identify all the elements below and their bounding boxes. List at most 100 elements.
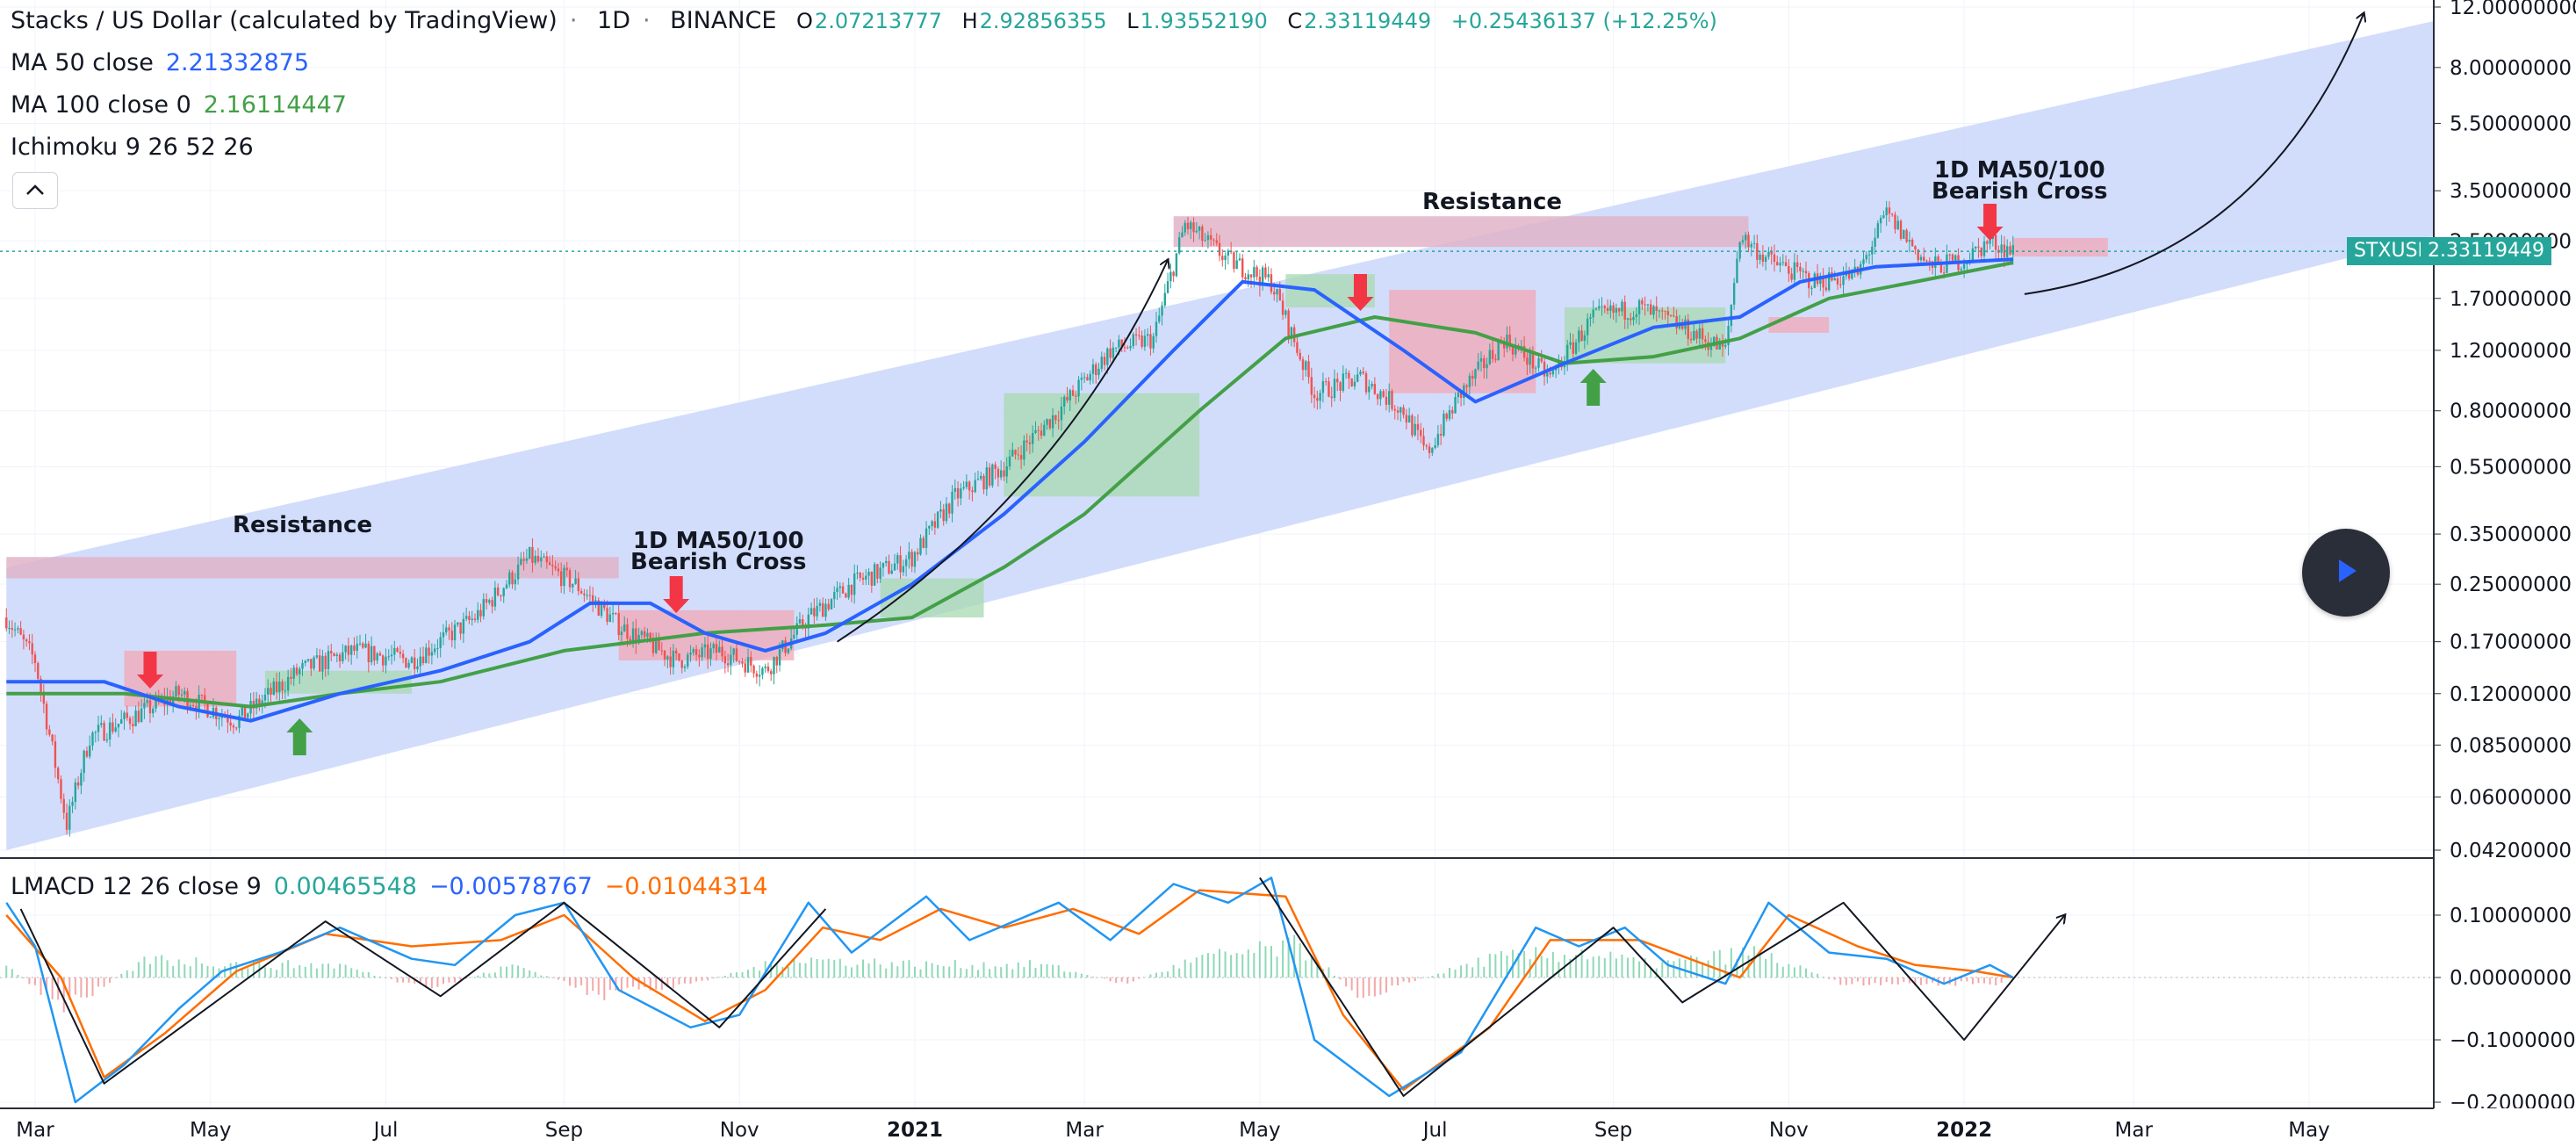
candle-body — [1003, 470, 1005, 477]
macd-histogram-bar — [534, 971, 536, 977]
candle-body — [551, 565, 554, 566]
macd-histogram-bar — [310, 963, 313, 977]
macd-histogram-bar — [482, 972, 485, 977]
macd-histogram-bar — [1494, 954, 1497, 977]
candle-body — [200, 695, 204, 696]
macd-histogram-bar — [1212, 953, 1215, 977]
candle-body — [1172, 271, 1175, 277]
candle-body — [1788, 265, 1790, 274]
ma50-legend[interactable]: MA 50 close 2.21332875 — [11, 49, 321, 76]
macd-histogram-bar — [557, 977, 559, 980]
bullish-arrow — [1579, 369, 1607, 406]
time-tick-label: Mar — [2115, 1119, 2154, 1142]
candle-body — [108, 722, 112, 739]
candle-body — [321, 655, 324, 672]
macd-histogram-bar — [540, 975, 543, 977]
candle-body — [732, 648, 735, 655]
candle-body — [468, 616, 471, 621]
price-tick-label: 0.17000000 — [2450, 631, 2572, 654]
price-tick-label: 0.55000000 — [2450, 456, 2572, 479]
candle-body — [991, 464, 994, 486]
macd-tick-label: 0.10000000 — [2450, 905, 2572, 927]
bearish-arrow — [1976, 204, 2004, 241]
macd-histogram-bar — [1925, 977, 1928, 985]
candle-body — [718, 646, 721, 653]
macd-histogram-bar — [1621, 954, 1623, 977]
macd-histogram-bar — [1138, 977, 1140, 979]
ichimoku-legend[interactable]: Ichimoku 9 26 52 26 — [11, 133, 266, 161]
price-tick-label: 0.12000000 — [2450, 683, 2572, 706]
macd-histogram-bar — [1305, 960, 1307, 977]
candle-body — [1075, 395, 1077, 397]
candle-body — [821, 602, 824, 617]
candle-body — [48, 729, 51, 735]
macd-trend-zigzag — [1259, 876, 2065, 1097]
price-tick-label: 5.50000000 — [2450, 112, 2572, 135]
candle-body — [723, 656, 727, 664]
candle-body — [105, 739, 109, 741]
candle-body — [689, 653, 692, 655]
candle-body — [1658, 310, 1661, 312]
resistance-zone — [1173, 216, 1749, 248]
price-scale-bg — [2434, 0, 2576, 1147]
interval[interactable]: 1D — [597, 7, 630, 34]
candle-body — [203, 695, 206, 704]
candle-body — [445, 627, 448, 633]
macd-histogram-bar — [367, 971, 370, 977]
open-value: 2.07213777 — [814, 9, 942, 33]
price-tick-label: 0.35000000 — [2450, 523, 2572, 546]
macd-histogram-bar — [1057, 965, 1060, 977]
time-tick-label: 2021 — [887, 1119, 943, 1142]
macd-histogram-bar — [373, 975, 376, 977]
symbol-title[interactable]: Stacks / US Dollar (calculated by Tradin… — [11, 7, 558, 34]
play-button[interactable] — [2302, 529, 2390, 617]
candle-body — [1192, 222, 1195, 233]
candle-body — [953, 487, 956, 492]
candle-body — [175, 686, 177, 697]
macd-histogram-bar — [563, 977, 565, 981]
macd-histogram-bar — [1856, 977, 1859, 982]
candle-body — [263, 694, 267, 701]
candle-body — [1244, 277, 1247, 280]
collapse-legend-button[interactable] — [12, 172, 58, 209]
candle-body — [766, 666, 770, 672]
candle-body — [893, 563, 896, 571]
macd-histogram-bar — [989, 969, 991, 977]
candle-body — [795, 623, 798, 635]
macd-histogram-bar — [1891, 977, 1894, 985]
macd-histogram-bar — [425, 977, 428, 988]
candle-body — [364, 643, 367, 648]
macd-histogram-bar — [1971, 977, 1974, 985]
candle-body — [980, 475, 982, 480]
high-value: 2.92856355 — [979, 9, 1107, 33]
macd-histogram-bar — [229, 963, 232, 977]
candle-body — [1043, 424, 1046, 436]
candle-body — [534, 555, 536, 563]
candle-body — [1206, 234, 1210, 241]
macd-histogram-bar — [1017, 962, 1019, 977]
macd-histogram-bar — [22, 977, 25, 979]
candle-body — [1080, 378, 1083, 380]
macd-histogram-bar — [1804, 968, 1807, 977]
macd-histogram-bar — [356, 969, 358, 977]
candle-body — [367, 643, 371, 663]
macd-histogram-bar — [994, 966, 997, 977]
macd-histogram-bar — [488, 973, 491, 977]
candle-body — [1862, 259, 1865, 264]
lmacd-legend[interactable]: LMACD 12 26 close 9 0.00465548 −0.00578767… — [11, 873, 781, 900]
macd-histogram-bar — [592, 977, 594, 992]
candle-body — [1190, 222, 1192, 229]
candle-body — [1373, 384, 1377, 394]
macd-histogram-bar — [126, 970, 128, 977]
macd-histogram-bar — [362, 971, 364, 977]
candle-body — [1422, 436, 1425, 446]
candle-body — [1851, 270, 1853, 279]
macd-histogram-bar — [402, 977, 405, 983]
macd-histogram-bar — [350, 968, 353, 977]
candle-body — [306, 659, 310, 661]
candle-body — [1529, 352, 1531, 365]
ma100-legend[interactable]: MA 100 close 0 2.16114447 — [11, 91, 359, 119]
macd-histogram-bar — [91, 977, 94, 997]
macd-histogram-bar — [1661, 962, 1664, 977]
